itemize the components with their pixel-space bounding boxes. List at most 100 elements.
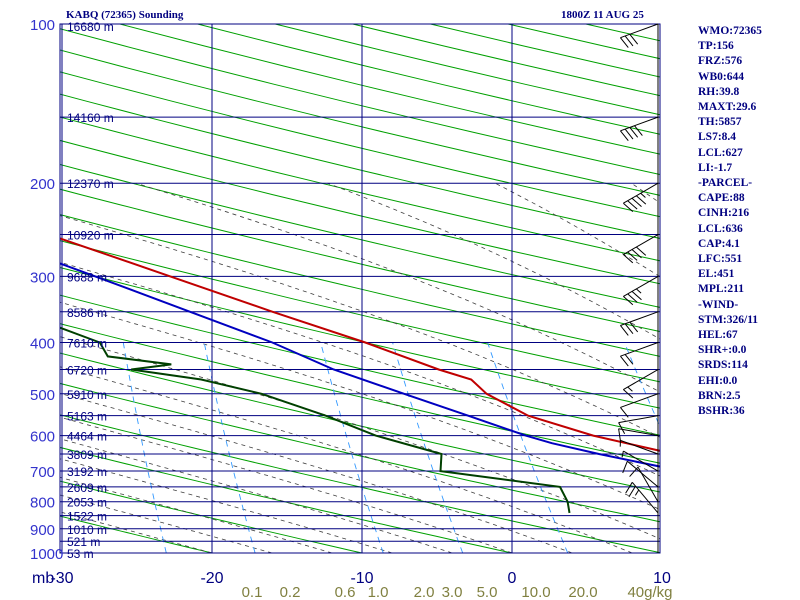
height-label: 3192 m — [67, 465, 107, 479]
moist-adiabat — [135, 182, 660, 393]
mixing-ratio-label: 20.0 — [568, 584, 597, 600]
mixing-ratio-label: 10.0 — [521, 584, 550, 600]
pressure-tick-label: 900 — [30, 522, 55, 539]
dry-adiabat — [60, 188, 660, 333]
wind-barb — [622, 460, 659, 488]
dry-adiabat — [60, 294, 660, 436]
stat-line: BSHR:36 — [698, 405, 745, 418]
stat-line: CAPE:88 — [698, 192, 745, 205]
dewpoint-line — [60, 326, 571, 514]
stat-line: TP:156 — [698, 40, 734, 53]
stat-line: TH:5857 — [698, 116, 742, 129]
wind-barb — [625, 481, 659, 514]
height-label: 5910 m — [67, 388, 107, 402]
dry-adiabat — [60, 139, 660, 285]
wind-barb — [619, 439, 659, 455]
mixing-ratio-label: 40g/kg — [627, 584, 672, 600]
stat-line: SRDS:114 — [698, 359, 748, 372]
parcel-line — [60, 262, 660, 468]
moist-adiabat — [60, 392, 573, 553]
moist-adiabat — [60, 336, 660, 540]
dry-adiabat — [60, 240, 660, 383]
dry-adiabat — [60, 323, 660, 464]
moist-adiabat — [60, 261, 660, 477]
plot-area — [60, 24, 800, 554]
dry-adiabat — [60, 382, 660, 523]
mixing-ratio-label: 0.2 — [280, 584, 301, 600]
stat-line: BRN:2.5 — [698, 389, 741, 402]
height-label: 16680 m — [67, 20, 114, 34]
temp-tick-label: -10 — [350, 570, 373, 587]
pressure-tick-label: 400 — [30, 335, 55, 352]
stat-line: LCL:627 — [698, 146, 743, 159]
height-label: 12370 m — [67, 177, 114, 191]
pressure-tick-label: 300 — [30, 269, 55, 286]
temp-tick-label: 10 — [653, 570, 671, 587]
height-label: 7610 m — [67, 336, 107, 350]
mixing-ratio-label: 5.0 — [477, 584, 498, 600]
wind-barb — [621, 450, 659, 472]
wind-barb — [618, 415, 659, 434]
stat-line: SHR+:0.0 — [698, 344, 747, 357]
height-label: 10920 m — [67, 229, 114, 243]
wind-barb — [620, 342, 659, 367]
wind-barb — [623, 182, 659, 213]
mixing-ratio-line — [487, 342, 569, 553]
height-label: 14160 m — [67, 111, 114, 125]
stat-line: WMO:72365 — [698, 25, 762, 37]
stat-line: CAP:4.1 — [698, 237, 740, 250]
dry-adiabat — [60, 71, 660, 218]
mixing-ratio-label: 0.6 — [335, 584, 356, 600]
wind-barb — [618, 428, 659, 442]
dry-adiabat — [60, 93, 660, 239]
stat-line: RH:39.8 — [698, 85, 740, 98]
dry-adiabat — [60, 163, 660, 308]
height-label: 53 m — [67, 547, 94, 561]
stat-line: -PARCEL- — [698, 177, 753, 190]
pressure-tick-label: 1000 — [30, 546, 63, 563]
moist-adiabat — [327, 182, 660, 340]
stat-line: MAXT:29.6 — [698, 101, 757, 114]
dry-adiabat — [60, 49, 660, 196]
stat-line: LI:-1.7 — [698, 161, 733, 174]
height-label: 6720 m — [67, 364, 107, 378]
pressure-tick-label: 500 — [30, 387, 55, 404]
stat-line: CINH:216 — [698, 207, 750, 220]
wind-barb — [620, 393, 659, 418]
stat-line: STM:326/11 — [698, 313, 759, 326]
mixing-ratio-line — [771, 343, 800, 554]
dry-adiabat — [585, 24, 660, 42]
stats-panel: WMO:72365 TP:156 FRZ:576 WB0:644 RH:39.8 MAXT… — [698, 24, 762, 419]
wind-barb — [620, 23, 659, 48]
wind-barb — [623, 234, 659, 264]
height-label: 2053 m — [67, 496, 107, 510]
stat-line: -WIND- — [698, 298, 739, 311]
height-label: 521 m — [67, 535, 100, 549]
stat-line: MPL:211 — [698, 283, 744, 296]
pressure-tick-label: 600 — [30, 429, 55, 446]
wind-barb — [623, 275, 659, 306]
dry-adiabat — [60, 214, 660, 357]
mixing-ratio-label: 1.0 — [368, 584, 389, 600]
height-label: 2609 m — [67, 481, 107, 495]
height-label: 4464 m — [67, 430, 107, 444]
dry-adiabat — [60, 266, 660, 409]
moist-adiabat — [60, 458, 393, 553]
height-label: 9688 m — [67, 270, 107, 284]
station-title: KABQ (72365) Sounding — [66, 9, 184, 21]
stat-line: FRZ:576 — [698, 55, 743, 68]
plot-frame — [59, 23, 661, 554]
pressure-tick-label: 200 — [30, 176, 55, 193]
wind-barb — [620, 116, 659, 142]
height-label: 1522 m — [67, 510, 107, 524]
stat-line: LCL:636 — [698, 222, 743, 235]
height-label: 1010 m — [67, 523, 107, 537]
moist-adiabat — [60, 494, 273, 553]
mixing-ratio-label: 0.1 — [242, 584, 263, 600]
stat-line: EHI:0.0 — [698, 374, 738, 387]
stat-line: HEL:67 — [698, 329, 738, 342]
temp-tick-label: 0 — [508, 570, 517, 587]
moist-adiabat — [60, 476, 333, 553]
